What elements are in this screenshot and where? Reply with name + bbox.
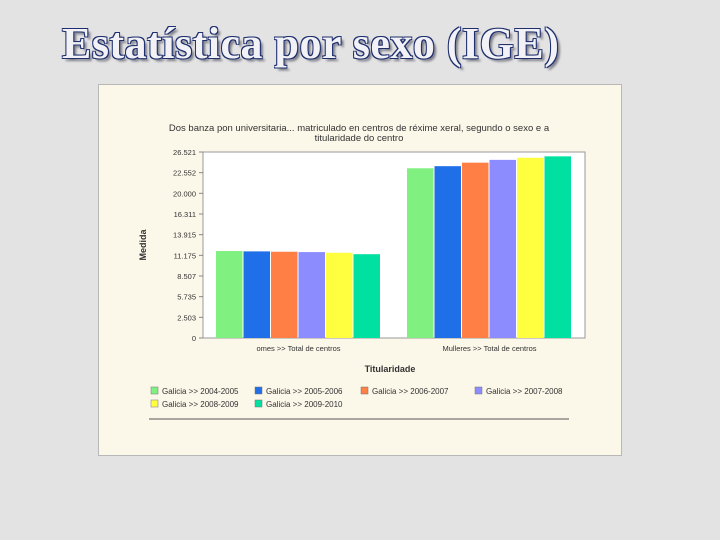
legend-entry: Galicia >> 2005-2006 [266,387,343,396]
y-axis-label: Medida [138,229,148,261]
y-tick-label: 0 [192,334,196,343]
bar [517,157,544,338]
x-axis: omes >> Total de centros Mulleres >> Tota… [256,344,536,353]
y-tick-label: 26.521 [173,148,196,157]
legend-entry: Galicia >> 2009-2010 [266,400,343,409]
legend-entry: Galicia >> 2007-2008 [486,387,563,396]
y-tick-label: 2.503 [177,313,196,322]
x-axis-label: Titularidade [365,364,416,374]
bars [216,156,571,338]
bar [216,251,243,338]
legend-swatch [474,386,483,395]
bar [353,254,380,338]
bar [544,156,571,338]
y-tick-label: 5.735 [177,293,196,302]
bar [271,251,298,338]
y-tick-label: 13.915 [173,231,196,240]
legend-swatch [360,386,369,395]
legend-swatch [150,399,159,408]
chart-title: Dos banza pon universitaria... matricula… [169,123,550,134]
y-tick-label: 22.552 [173,169,196,178]
bar [434,166,461,338]
legend: Galicia >> 2004-2005 Galicia >> 2005-2006… [150,386,563,409]
slide-title: Estatística por sexo (IGE) [62,19,560,68]
x-tick-label: Mulleres >> Total de centros [442,344,536,353]
legend-entry: Galicia >> 2008-2009 [162,400,239,409]
legend-entry: Galicia >> 2004-2005 [162,387,239,396]
bar [326,252,353,338]
chart-panel: Dos banza pon universitaria... matricula… [98,84,622,456]
bar [243,251,270,338]
y-tick-label: 11.175 [174,251,196,260]
chart-title-line-2: titularidade do centro [315,133,404,144]
bar [298,252,325,338]
y-tick-label: 16.311 [174,210,196,219]
y-axis: 0 2.503 5.735 8.507 11.175 13.915 16.311 20.000… [173,148,203,343]
y-tick-label: 8.507 [177,272,196,281]
legend-entry: Galicia >> 2006-2007 [372,387,449,396]
bar [462,162,489,338]
bar-chart: Dos banza pon universitaria... matricula… [138,123,586,420]
y-tick-label: 20.000 [173,189,196,198]
legend-swatch [254,386,263,395]
bar [489,159,516,338]
bar [407,168,434,338]
legend-swatch [254,399,263,408]
x-tick-label: omes >> Total de centros [256,344,340,353]
legend-swatch [150,386,159,395]
